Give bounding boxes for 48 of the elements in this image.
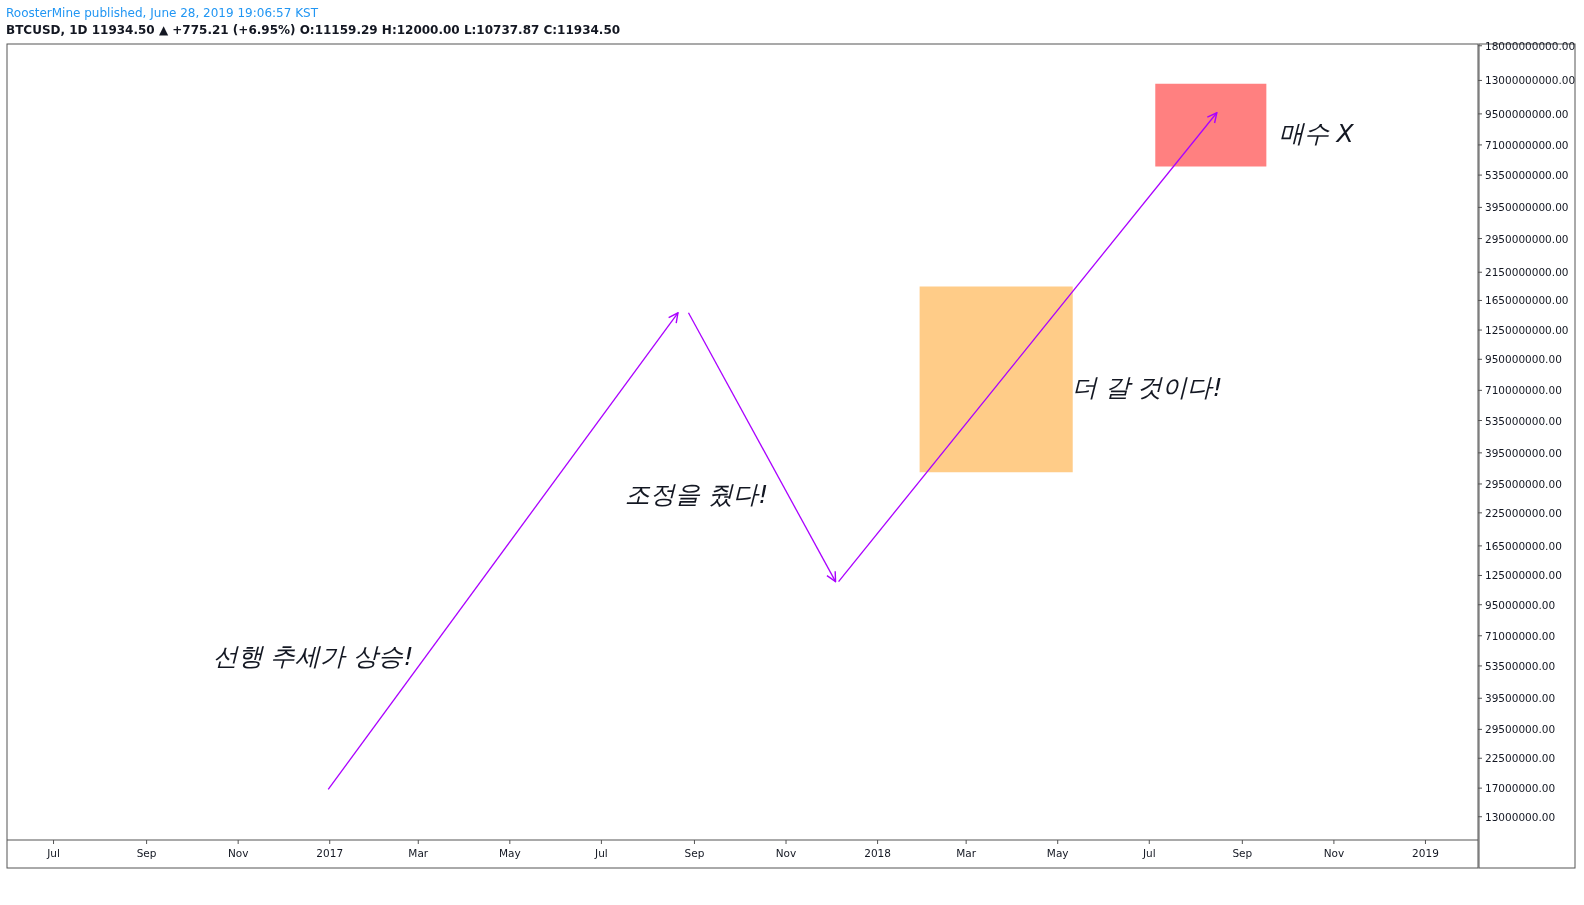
x-tick-label: Jul: [594, 847, 608, 859]
y-tick-label: 22500000.00: [1485, 752, 1556, 765]
x-tick-label: Mar: [956, 847, 977, 859]
x-tick-label: May: [1046, 847, 1069, 859]
y-tick-label: 125000000.00: [1485, 569, 1562, 582]
y-tick-label: 950000000.00: [1485, 353, 1562, 366]
chart-subtitle: BTCUSD, 1D 11934.50 ▲ +775.21 (+6.95%) O:11159.29 H:12000.00 L:10737.87 C:11934.50: [6, 23, 621, 37]
y-tick-label: 13000000000.00: [1485, 74, 1576, 87]
x-tick-label: 2018: [864, 847, 891, 859]
y-tick-label: 1650000000.00: [1485, 294, 1569, 307]
y-tick-label: 18000000000.00: [1485, 39, 1576, 52]
y-tick-label: 225000000.00: [1485, 506, 1562, 519]
chart-title: RoosterMine published, June 28, 2019 19:06:57 KST: [6, 6, 319, 20]
y-tick-label: 29500000.00: [1485, 723, 1556, 736]
annotation: 더 갈 것이다!: [1071, 372, 1223, 402]
y-tick-label: 1250000000.00: [1485, 324, 1569, 337]
y-tick-label: 5350000000.00: [1485, 169, 1569, 182]
y-tick-label: 3950000000.00: [1485, 201, 1569, 214]
y-tick-label: 95000000.00: [1485, 598, 1556, 611]
annotation: 매수 X: [1278, 119, 1355, 149]
x-tick-label: Jul: [46, 847, 60, 859]
y-tick-label: 165000000.00: [1485, 539, 1562, 552]
x-tick-label: Sep: [1232, 847, 1253, 859]
y-tick-label: 395000000.00: [1485, 446, 1562, 459]
x-tick-label: 2019: [1412, 847, 1439, 859]
y-tick-label: 71000000.00: [1485, 629, 1556, 642]
y-tick-label: 535000000.00: [1485, 414, 1562, 427]
annotation: 선행 추세가 상승!: [212, 641, 414, 671]
y-tick-label: 53500000.00: [1485, 659, 1556, 672]
y-tick-label: 295000000.00: [1485, 477, 1562, 490]
y-tick-label: 13000000.00: [1485, 810, 1556, 823]
x-tick-label: Sep: [684, 847, 705, 859]
y-tick-label: 2950000000.00: [1485, 232, 1569, 245]
x-tick-label: Nov: [775, 847, 797, 859]
y-tick-label: 17000000.00: [1485, 782, 1556, 795]
x-tick-label: May: [498, 847, 521, 859]
x-tick-label: Sep: [136, 847, 157, 859]
y-tick-label: 39500000.00: [1485, 692, 1556, 705]
y-tick-label: 2150000000.00: [1485, 266, 1569, 279]
y-tick-label: 710000000.00: [1485, 384, 1562, 397]
y-tick-label: 9500000000.00: [1485, 107, 1569, 120]
x-tick-label: Mar: [408, 847, 429, 859]
x-tick-label: 2017: [316, 847, 344, 859]
x-tick-label: Nov: [227, 847, 249, 859]
x-tick-label: Nov: [1323, 847, 1345, 859]
x-tick-label: Jul: [1141, 847, 1156, 859]
y-tick-label: 7100000000.00: [1485, 138, 1569, 151]
annotation: 조정을 줬다!: [625, 480, 769, 510]
